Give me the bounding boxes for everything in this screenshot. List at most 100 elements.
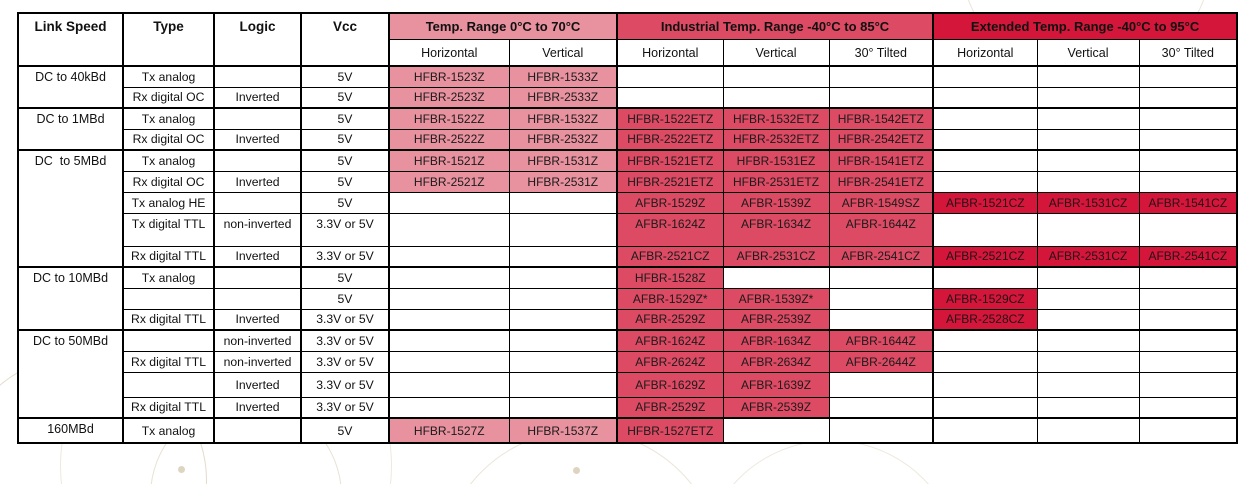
logic-cell (213, 65, 302, 88)
vcc-cell: 5V (300, 149, 390, 172)
table-row: Tx analog HE 5V AFBR-1529Z AFBR-1539Z AFBR-1… (18, 191, 1238, 214)
empty-cell (932, 170, 1038, 193)
part-number-cell: HFBR-2541ETZ (828, 170, 934, 193)
part-number-cell: HFBR-1533Z (508, 65, 618, 88)
logic-cell (213, 287, 302, 310)
empty-cell (616, 86, 724, 109)
empty-cell (1036, 329, 1140, 352)
empty-cell (1138, 371, 1238, 398)
header-row-groups: Link Speed Type Logic Vcc Temp. Range 0°… (17, 12, 1238, 67)
empty-cell (1036, 350, 1140, 373)
part-number-cell: AFBR-2521CZ (616, 245, 724, 268)
part-number-cell: HFBR-1527ETZ (616, 417, 724, 444)
part-number-cell: AFBR-2541CZ (1138, 245, 1238, 268)
empty-cell (1036, 107, 1140, 130)
empty-cell (932, 212, 1038, 247)
transceiver-table: Link Speed Type Logic Vcc Temp. Range 0°… (17, 12, 1239, 444)
part-number-cell: AFBR-2531CZ (1036, 245, 1140, 268)
empty-cell (1036, 287, 1140, 310)
part-number-cell: AFBR-1541CZ (1138, 191, 1238, 214)
part-number-cell: HFBR-1531EZ (722, 149, 830, 172)
empty-cell (508, 266, 618, 289)
logic-cell: non-inverted (213, 329, 302, 352)
empty-cell (828, 266, 934, 289)
vcc-cell: 5V (300, 128, 390, 151)
vcc-cell: 5V (300, 86, 390, 109)
link-speed-cell: DC to 40kBd (17, 65, 124, 109)
vcc-cell: 3.3V or 5V (300, 212, 390, 247)
header-row-orientation: Horizontal Vertical Horizontal Vertical … (18, 39, 1238, 67)
link-speed-cell: DC to 5MBd (17, 149, 124, 268)
part-number-cell: AFBR-1521CZ (932, 191, 1038, 214)
part-number-cell: HFBR-1522ETZ (616, 107, 724, 130)
logic-cell: non-inverted (213, 212, 302, 247)
empty-cell (508, 245, 618, 268)
link-speed-cell: DC to 50MBd (17, 329, 124, 419)
vcc-cell: 5V (300, 65, 390, 88)
subheader-ind-vertical: Vertical (722, 39, 830, 67)
part-number-cell: AFBR-1644Z (828, 329, 934, 352)
table-row: DC to 5MBd Tx analog 5V HFBR-1521Z HFBR-1531… (17, 149, 1238, 268)
part-number-cell: AFBR-1529Z* (616, 287, 724, 310)
empty-cell (1036, 212, 1140, 247)
logic-cell: Inverted (213, 86, 302, 109)
part-number-cell: AFBR-2529Z (616, 308, 724, 331)
empty-cell (508, 287, 618, 310)
part-number-cell: HFBR-2523Z (388, 86, 510, 109)
header-temp-range-standard: Temp. Range 0°C to 70°C (387, 12, 618, 40)
part-number-cell: AFBR-1539Z (722, 191, 830, 214)
subheader-std-horizontal: Horizontal (388, 39, 510, 67)
empty-cell (388, 266, 510, 289)
part-number-cell: AFBR-1529Z (616, 191, 724, 214)
part-number-cell: AFBR-2528CZ (932, 308, 1038, 331)
logic-cell (213, 266, 302, 289)
part-number-cell: HFBR-2532Z (508, 128, 618, 151)
part-number-cell: HFBR-1528Z (616, 266, 724, 289)
empty-cell (1138, 417, 1238, 444)
logic-cell (213, 107, 302, 130)
vcc-cell: 3.3V or 5V (300, 371, 390, 398)
empty-cell (1036, 308, 1140, 331)
table-row: DC to 1MBd Tx analog 5V HFBR-1522Z HFBR-1532… (17, 107, 1238, 151)
empty-cell (1036, 396, 1140, 419)
subheader-ext-tilted: 30° Tilted (1138, 39, 1238, 67)
table-row: Rx digital TTL non-inverted 3.3V or 5V AFBR… (18, 350, 1238, 373)
empty-cell (388, 287, 510, 310)
empty-cell (932, 149, 1038, 172)
part-number-cell: HFBR-1527Z (388, 417, 510, 444)
part-number-cell: HFBR-2522ETZ (616, 128, 724, 151)
empty-cell (1036, 65, 1140, 88)
part-number-cell: HFBR-1532Z (508, 107, 618, 130)
vcc-cell: 3.3V or 5V (300, 396, 390, 419)
empty-cell (828, 65, 934, 88)
link-speed-cell: DC to 1MBd (17, 107, 124, 151)
table-row: Tx digital TTL non-inverted 3.3V or 5V AFBR… (18, 212, 1238, 247)
empty-cell (1138, 149, 1238, 172)
part-number-cell: HFBR-2531Z (508, 170, 618, 193)
link-speed-cell: 160MBd (17, 417, 124, 444)
part-number-cell: AFBR-2539Z (722, 308, 830, 331)
part-number-cell: HFBR-1542ETZ (828, 107, 934, 130)
part-number-cell: AFBR-2644Z (828, 350, 934, 373)
part-number-cell: AFBR-1539Z* (722, 287, 830, 310)
empty-cell (932, 396, 1038, 419)
table-row: 160MBd Tx analog 5V HFBR-1527Z HFBR-1537Z HFB… (17, 417, 1238, 444)
col-header-vcc: Vcc (300, 12, 390, 67)
part-number-cell: AFBR-1629Z (616, 371, 724, 398)
empty-cell (508, 396, 618, 419)
empty-cell (1036, 170, 1140, 193)
part-number-cell: HFBR-1532ETZ (722, 107, 830, 130)
empty-cell (932, 329, 1038, 352)
part-number-cell: HFBR-2522Z (388, 128, 510, 151)
empty-cell (932, 417, 1038, 444)
part-number-cell: HFBR-2533Z (508, 86, 618, 109)
empty-cell (508, 350, 618, 373)
empty-cell (1138, 86, 1238, 109)
part-number-cell: AFBR-2541CZ (828, 245, 934, 268)
empty-cell (722, 266, 830, 289)
empty-cell (828, 287, 934, 310)
table-row: Rx digital OC Inverted 5V HFBR-2521Z HFBR-25… (18, 170, 1238, 193)
type-cell: Tx analog (122, 107, 215, 130)
empty-cell (1138, 396, 1238, 419)
empty-cell (1138, 212, 1238, 247)
